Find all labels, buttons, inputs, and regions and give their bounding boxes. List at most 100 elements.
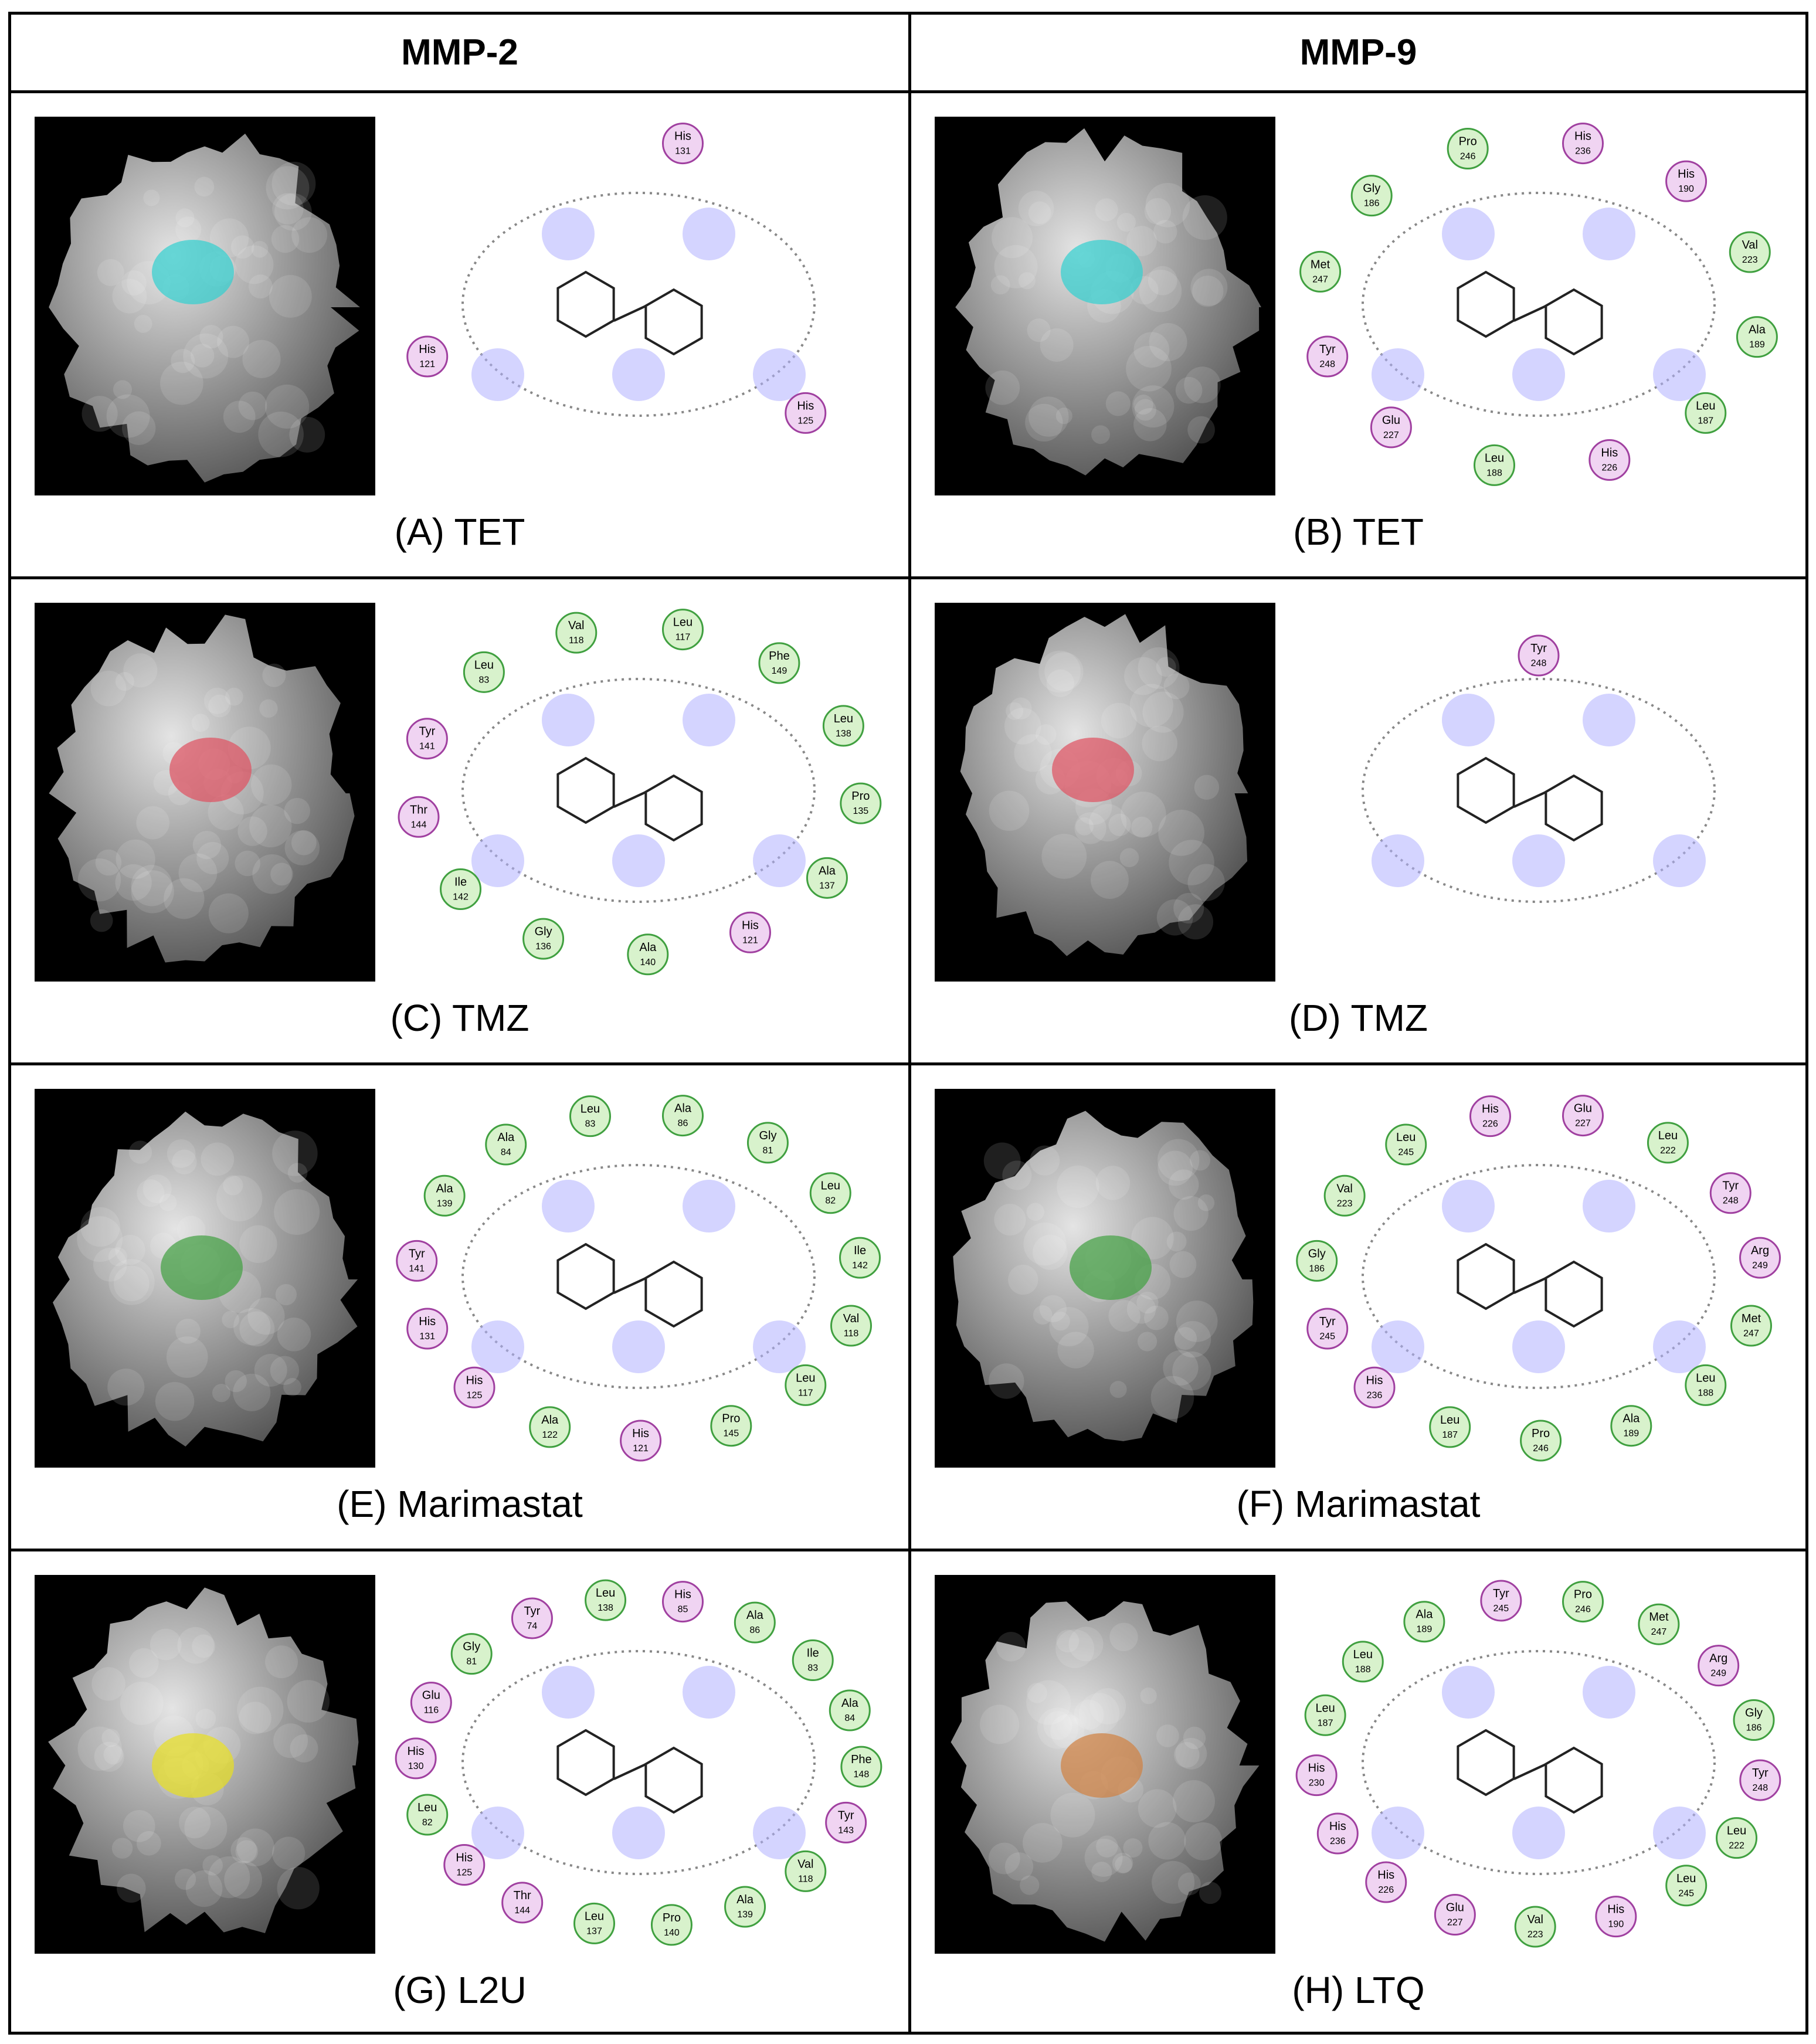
residue xyxy=(1562,1581,1604,1623)
residue-number: 226 xyxy=(1378,1885,1394,1895)
surface-bump xyxy=(203,687,230,714)
residue xyxy=(1306,1308,1349,1350)
panel-caption: (D) TMZ xyxy=(1289,997,1428,1039)
residue-number: 122 xyxy=(542,1430,558,1440)
surface-bump xyxy=(177,1627,215,1664)
binding-contour xyxy=(1362,1650,1716,1875)
surface-bump xyxy=(216,1175,263,1222)
residue xyxy=(1562,1095,1604,1137)
hydrophobic-halo xyxy=(1442,208,1495,260)
column-header: MMP-9 xyxy=(911,15,1805,93)
surface-bump xyxy=(223,1175,243,1196)
residue xyxy=(1350,175,1393,217)
surface-bump xyxy=(1190,1150,1211,1171)
surface-bump xyxy=(1018,191,1054,226)
residue-number: 249 xyxy=(1752,1261,1768,1271)
surface-bump xyxy=(239,1702,271,1734)
residue-name: Ile xyxy=(854,1244,866,1257)
panel-cell: Glu 227 Leu 222 Tyr 248 Arg 249 Met 247 Leu 188 Ala 1… xyxy=(911,1065,1805,1551)
residue-number: 190 xyxy=(1678,184,1694,194)
residue-number: 248 xyxy=(1319,359,1335,369)
residue-name: His xyxy=(1601,446,1618,459)
residue xyxy=(661,609,704,651)
surface-bump xyxy=(979,1705,1020,1744)
surface-bump xyxy=(192,831,221,860)
surface-bump xyxy=(1138,1789,1177,1828)
hydrophobic-halo xyxy=(471,348,524,401)
residue-name: Ala xyxy=(736,1893,754,1906)
residue-number: 137 xyxy=(819,881,835,891)
residue-number: 137 xyxy=(586,1926,602,1936)
surface-bump xyxy=(1174,1327,1197,1350)
surface-bump xyxy=(259,699,278,718)
residue-name: Ala xyxy=(541,1414,559,1427)
column-header: MMP-2 xyxy=(11,15,908,93)
residue-name: His xyxy=(1366,1374,1383,1387)
surface-bump xyxy=(175,1319,201,1344)
residue xyxy=(453,1366,495,1408)
hydrophobic-halo xyxy=(1372,834,1424,887)
residue-number: 247 xyxy=(1651,1627,1667,1637)
residue-name: Leu xyxy=(1485,451,1504,464)
residue-name: His xyxy=(797,399,814,412)
surface-bump xyxy=(108,1259,155,1305)
residue-name: Leu xyxy=(1696,1371,1715,1384)
surface-bump xyxy=(113,380,133,399)
surface-bump xyxy=(1108,1300,1140,1332)
residue xyxy=(395,1737,437,1780)
surface-bump xyxy=(1192,276,1224,307)
surface-bump xyxy=(97,259,124,286)
residue-number: 85 xyxy=(678,1605,688,1615)
surface-bump xyxy=(224,1860,263,1899)
surface-bump xyxy=(115,672,134,691)
ligand-bond xyxy=(613,1763,646,1780)
residue xyxy=(1729,231,1771,273)
surface-bump xyxy=(1075,817,1094,836)
surface-bump xyxy=(184,1807,228,1850)
residue xyxy=(1736,316,1778,358)
residue-number: 248 xyxy=(1752,1783,1768,1793)
surface-bump xyxy=(1025,403,1063,442)
surface-bump xyxy=(1150,1376,1194,1420)
residue-name: Pro xyxy=(1532,1427,1550,1440)
surface-bump xyxy=(254,1353,287,1387)
surface-bump xyxy=(108,1247,128,1267)
residue-number: 125 xyxy=(456,1868,472,1877)
ligand-bond xyxy=(613,305,646,322)
residue xyxy=(396,1240,438,1282)
surface-bump xyxy=(150,1628,182,1661)
residue-name: Tyr xyxy=(1722,1180,1739,1193)
residue-number: 141 xyxy=(409,1264,425,1274)
surface-bump xyxy=(1158,1150,1193,1186)
surface-bump xyxy=(90,670,127,707)
hydrophobic-halo xyxy=(1442,694,1495,746)
residue-name: Pro xyxy=(851,790,870,803)
surface-bump xyxy=(236,1828,274,1867)
surface-bump xyxy=(195,1709,216,1729)
surface-bump xyxy=(1175,1321,1211,1358)
hydrophobic-halo xyxy=(542,1180,595,1232)
surface-bump xyxy=(95,849,122,876)
surface-bump xyxy=(115,864,152,901)
residue xyxy=(734,1601,776,1644)
residue-name: His xyxy=(1678,168,1695,181)
hydrophobic-halo xyxy=(542,694,595,746)
residue-name: Ala xyxy=(819,864,836,877)
residue-name: His xyxy=(674,1588,691,1601)
surface-bump xyxy=(1028,201,1051,225)
surface-bump xyxy=(174,1868,196,1890)
surface-bump xyxy=(994,1204,1026,1236)
ligand-bond xyxy=(1513,1277,1546,1294)
residue xyxy=(1610,1405,1652,1447)
residue-number: 188 xyxy=(1698,1388,1713,1398)
panel-caption: (E) Marimastat xyxy=(337,1483,583,1525)
surface-bump xyxy=(291,830,317,855)
surface-bump xyxy=(275,1284,297,1306)
surface-bump xyxy=(179,1807,211,1839)
surface-bump xyxy=(1050,1792,1095,1838)
residue xyxy=(661,1095,704,1137)
surface-bump xyxy=(983,1142,1021,1180)
surface-bump xyxy=(1184,1822,1223,1860)
surface-bump xyxy=(122,411,156,445)
surface-bump xyxy=(111,1838,133,1859)
